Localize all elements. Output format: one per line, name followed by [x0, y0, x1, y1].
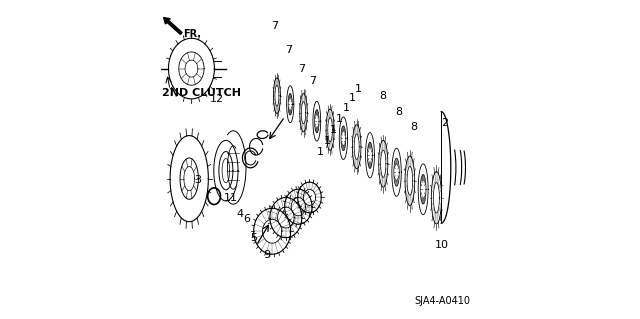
Text: 8: 8 [396, 107, 403, 117]
Text: 7: 7 [309, 76, 317, 86]
Text: 4: 4 [236, 209, 243, 219]
Text: 1: 1 [349, 93, 356, 103]
Text: 7: 7 [298, 63, 305, 74]
Text: 8: 8 [410, 122, 417, 132]
Text: 1: 1 [342, 103, 349, 113]
Text: SJA4-A0410: SJA4-A0410 [415, 296, 471, 307]
Text: 2ND CLUTCH: 2ND CLUTCH [162, 87, 241, 98]
Text: 2: 2 [441, 118, 448, 128]
Text: 9: 9 [263, 250, 270, 260]
Text: 3: 3 [195, 175, 202, 185]
Text: FR.: FR. [184, 29, 202, 39]
Text: 1: 1 [330, 125, 337, 135]
Text: 1: 1 [336, 114, 343, 124]
FancyArrow shape [164, 18, 182, 34]
Text: 1: 1 [317, 147, 324, 158]
Text: 1: 1 [355, 84, 362, 94]
Text: 6: 6 [243, 213, 250, 224]
Text: 7: 7 [271, 21, 278, 31]
Text: 10: 10 [435, 240, 449, 250]
Text: 8: 8 [380, 91, 387, 101]
Text: 5: 5 [250, 233, 257, 243]
Text: 11: 11 [224, 193, 238, 203]
Text: 12: 12 [210, 94, 225, 104]
Text: 7: 7 [285, 45, 292, 56]
Text: 1: 1 [323, 136, 330, 146]
